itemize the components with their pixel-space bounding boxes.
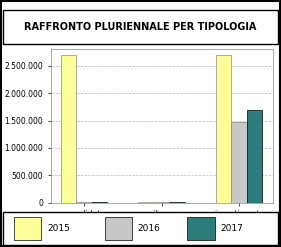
FancyBboxPatch shape: [3, 10, 278, 44]
Text: 2016: 2016: [138, 224, 161, 233]
Text: 2017: 2017: [220, 224, 243, 233]
Bar: [61, 55, 76, 203]
Bar: [247, 110, 262, 203]
Text: 2015: 2015: [47, 224, 70, 233]
Bar: [92, 202, 107, 203]
FancyBboxPatch shape: [14, 217, 41, 240]
FancyBboxPatch shape: [187, 217, 215, 240]
FancyBboxPatch shape: [3, 212, 278, 245]
Bar: [169, 202, 185, 203]
Bar: [232, 122, 247, 203]
Bar: [76, 202, 92, 203]
FancyBboxPatch shape: [105, 217, 132, 240]
Bar: [154, 202, 169, 203]
Bar: [216, 55, 232, 203]
Bar: [138, 202, 154, 203]
Text: RAFFRONTO PLURIENNALE PER TIPOLOGIA: RAFFRONTO PLURIENNALE PER TIPOLOGIA: [24, 22, 257, 32]
